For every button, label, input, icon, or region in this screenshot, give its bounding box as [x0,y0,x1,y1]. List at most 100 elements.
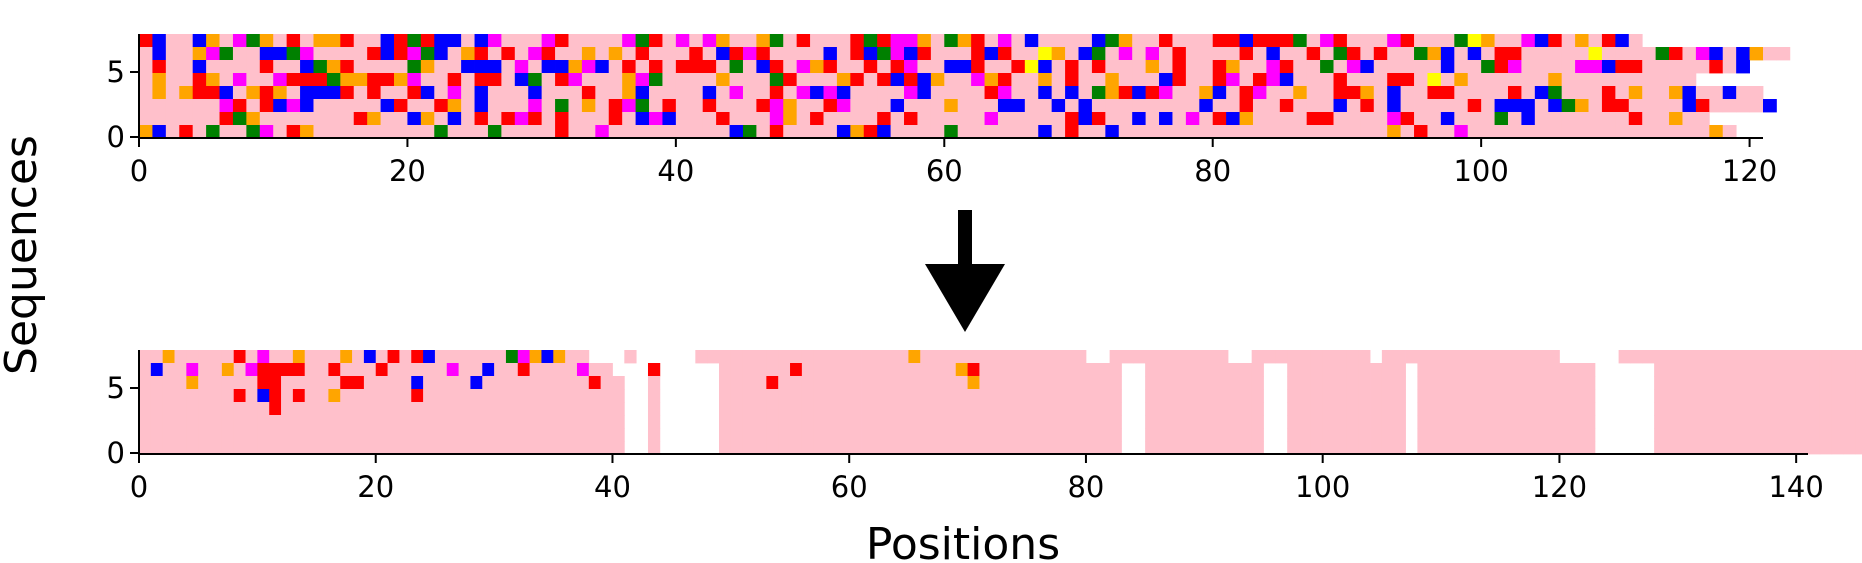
heatmap-cell [885,428,897,441]
heatmap-cell [802,389,814,402]
heatmap-cell [506,428,518,441]
heatmap-cell [1701,350,1713,363]
heatmap-cell [246,73,260,86]
heatmap-cell [1074,350,1086,363]
heatmap-cell [1065,112,1079,125]
heatmap-cell [152,86,166,99]
heatmap-cell [1105,34,1119,47]
heatmap-cell [730,112,744,125]
heatmap-cell [810,99,824,112]
heatmap-cell [577,376,589,389]
heatmap-cell [837,73,851,86]
heatmap-cell [944,389,956,402]
heatmap-cell [755,428,767,441]
heatmap-cell [352,428,364,441]
heatmap-cell [861,428,873,441]
heatmap-cell [770,125,784,138]
heatmap-cell [1192,428,1204,441]
x-tick-label: 20 [389,154,426,188]
heatmap-cell [1228,363,1240,376]
heatmap-cell [287,73,301,86]
heatmap-cell [636,34,650,47]
heatmap-cell [1052,34,1066,47]
heatmap-cell [1387,86,1401,99]
heatmap-cell [246,441,258,454]
heatmap-cell [166,86,180,99]
heatmap-cell [163,415,175,428]
heatmap-cell [1293,112,1307,125]
heatmap-cell [1157,415,1169,428]
heatmap-cell [1615,47,1629,60]
heatmap-cell [1086,376,1098,389]
heatmap-cell [1181,376,1193,389]
heatmap-cell [1287,441,1299,454]
heatmap-cell [175,350,187,363]
heatmap-cell [707,350,719,363]
heatmap-cell [1678,402,1690,415]
heatmap-cell [778,350,790,363]
heatmap-cell [447,350,459,363]
heatmap-cell [1052,47,1066,60]
heatmap-cell [1690,402,1702,415]
heatmap-cell [837,112,851,125]
heatmap-cell [703,73,717,86]
heatmap-cell [411,350,423,363]
heatmap-cell [1086,441,1098,454]
heatmap-cell [582,125,596,138]
heatmap-cell [435,389,447,402]
heatmap-cell [220,99,234,112]
heatmap-cell [518,350,530,363]
heatmap-cell [676,112,690,125]
heatmap-cell [1119,60,1133,73]
heatmap-cell [246,99,260,112]
heatmap-cell [1252,428,1264,441]
heatmap-cell [1500,389,1512,402]
heatmap-cell [797,47,811,60]
heatmap-cell [388,350,400,363]
heatmap-cell [1280,47,1294,60]
heatmap-cell [434,99,448,112]
heatmap-cell [459,350,471,363]
heatmap-cell [1784,389,1796,402]
heatmap-cell [730,47,744,60]
heatmap-cell [1401,73,1415,86]
heatmap-cell [1488,376,1500,389]
heatmap-cell [364,428,376,441]
heatmap-cell [719,389,731,402]
heatmap-cell [530,376,542,389]
heatmap-cell [1682,112,1696,125]
heatmap-cell [1266,47,1280,60]
heatmap-cell [515,112,529,125]
heatmap-cell [1159,60,1173,73]
heatmap-cell [354,99,368,112]
heatmap-cell [1358,389,1370,402]
heatmap-cell [985,112,999,125]
heatmap-cell [1199,125,1213,138]
heatmap-cell [1737,389,1749,402]
heatmap-cell [979,376,991,389]
heatmap-cell [340,389,352,402]
heatmap-cell [1335,363,1347,376]
heatmap-cell [850,112,864,125]
heatmap-cell [1548,428,1560,441]
heatmap-cell [1052,99,1066,112]
heatmap-cells-before [139,34,1790,138]
heatmap-cell [601,402,613,415]
heatmap-cell [1690,415,1702,428]
heatmap-cell [814,350,826,363]
heatmap-cell [1602,86,1616,99]
heatmap-cell [861,402,873,415]
heatmap-cell [1025,34,1039,47]
heatmap-cell [1253,86,1267,99]
heatmap-cell [931,86,945,99]
heatmap-cell [1536,350,1548,363]
heatmap-cell [1280,73,1294,86]
heatmap-cell [1401,60,1415,73]
heatmap-cell [877,34,891,47]
heatmap-cell [1172,99,1186,112]
heatmap-cell [920,402,932,415]
heatmap-cell [1508,47,1522,60]
heatmap-cell [494,350,506,363]
heatmap-cell [1548,363,1560,376]
heatmap-cell [1011,86,1025,99]
